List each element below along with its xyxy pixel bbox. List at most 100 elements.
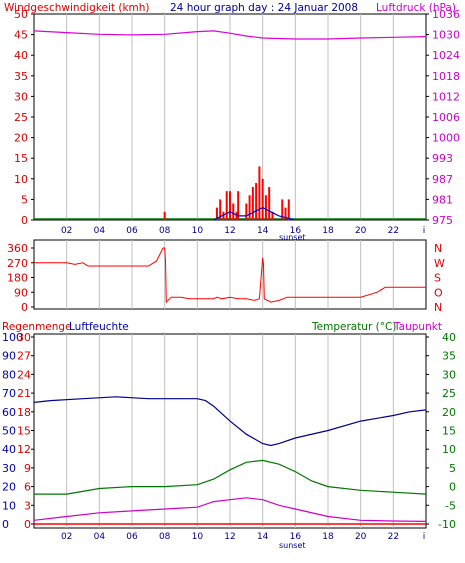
direction-panel-series — [34, 247, 426, 304]
wind-speed-bar — [225, 191, 228, 220]
wind-panel-ticks: 0510152025303540455097598198799310001006… — [14, 8, 460, 236]
direction-left-tick-label: 360 — [7, 242, 28, 255]
pressure-right-tick-label: 1012 — [432, 90, 460, 103]
humidity-left-tick-label: 80 — [2, 368, 16, 381]
humidity-left-tick-label: 90 — [2, 350, 16, 363]
climate-x-tick-label: 22 — [388, 532, 399, 542]
pressure-right-tick-label: 987 — [432, 173, 453, 186]
climate-x-tick-label: 06 — [126, 532, 138, 542]
humidity-header-label: Luftfeuchte — [69, 321, 129, 333]
humidity-left-tick-label: 30 — [2, 462, 16, 475]
pressure-right-tick-label: 1024 — [432, 49, 460, 62]
wind-x-tick-label: 10 — [192, 226, 204, 236]
wind-left-tick-label: 50 — [14, 8, 28, 21]
dewpoint-line — [33, 497, 427, 522]
pressure-right-tick-label: 1006 — [432, 111, 460, 124]
rain-left-tick-label: 6 — [24, 481, 31, 494]
wind-left-tick-label: 40 — [14, 49, 28, 62]
humidity-left-tick-label: 50 — [2, 425, 16, 438]
climate-panel-series — [33, 396, 427, 525]
wind-panel-grid — [34, 14, 426, 220]
climate-x-tick-label: 02 — [61, 532, 72, 542]
humidity-left-tick-label: 20 — [2, 481, 16, 494]
temperature-right-tick-label: 10 — [442, 443, 456, 456]
temperature-right-tick-label: 0 — [449, 481, 456, 494]
direction-right-tick-label: W — [434, 257, 445, 270]
pressure-right-tick-label: 1018 — [432, 70, 460, 83]
climate-panel-ticks: 0102030405060708090100036912151821242730… — [2, 331, 456, 542]
wind-speed-bar — [163, 211, 166, 220]
temperature-right-tick-label: 20 — [442, 406, 456, 419]
pressure-right-tick-label: 1030 — [432, 29, 460, 42]
wind-speed-bar — [281, 199, 284, 220]
temperature-right-tick-label: -10 — [438, 518, 456, 531]
climate-x-tick-label: 12 — [224, 532, 235, 542]
rain-left-tick-label: 27 — [17, 350, 31, 363]
sunset-label-bottom: sunset — [279, 541, 306, 550]
rain-left-tick-label: 15 — [17, 425, 31, 438]
wind-x-tick-label: 18 — [322, 226, 334, 236]
wind-avg-line — [213, 206, 296, 221]
date-header-label: 24 hour graph day : 24 Januar 2008 — [170, 2, 358, 14]
rain-header-label: Regenmenge — [2, 321, 72, 333]
climate-x-tick-label: 16 — [290, 532, 302, 542]
climate-x-tick-label: 08 — [159, 532, 171, 542]
wind-speed-bar — [287, 199, 290, 220]
temperature-line — [34, 459, 427, 495]
pressure-right-tick-label: 975 — [432, 214, 453, 227]
rain-left-tick-label: 9 — [24, 462, 31, 475]
wind-speed-bar — [255, 182, 258, 220]
direction-left-tick-label: 270 — [7, 257, 28, 270]
direction-left-tick-label: 90 — [14, 286, 28, 299]
wind-speed-bar — [232, 203, 235, 220]
humidity-line — [33, 396, 427, 447]
temperature-right-tick-label: 25 — [442, 387, 456, 400]
climate-x-tick-label: i — [423, 532, 426, 542]
rain-left-tick-label: 21 — [17, 387, 31, 400]
temperature-right-tick-label: 40 — [442, 331, 456, 344]
humidity-left-tick-label: 0 — [2, 518, 9, 531]
wind-speed-bar — [284, 207, 287, 220]
sunset-label-top: sunset — [279, 233, 306, 242]
wind-x-tick-label: 14 — [257, 226, 269, 236]
rain-left-tick-label: 12 — [17, 443, 31, 456]
wind-left-tick-label: 35 — [14, 70, 28, 83]
climate-x-tick-label: 04 — [94, 532, 106, 542]
rain-left-tick-label: 24 — [17, 368, 31, 381]
wind-speed-bar — [264, 195, 267, 220]
wind-panel-series — [33, 30, 427, 221]
wind-x-tick-label: 12 — [224, 226, 235, 236]
temperature-right-tick-label: 15 — [442, 425, 456, 438]
wind-panel: 0510152025303540455097598198799310001006… — [14, 8, 460, 242]
wind-speed-bar — [237, 191, 240, 220]
pressure-right-tick-label: 993 — [432, 152, 453, 165]
wind-speed-bar — [219, 199, 222, 220]
wind-speed-bar — [245, 203, 248, 220]
wind-header-label: Windgeschwindigkeit (kmh) — [4, 2, 150, 14]
wind-speed-bar — [251, 187, 254, 220]
dewpoint-header-label: Taupunkt — [393, 321, 442, 333]
rain-left-tick-label: 18 — [17, 406, 31, 419]
climate-x-tick-label: 10 — [192, 532, 204, 542]
humidity-left-tick-label: 100 — [2, 331, 23, 344]
rain-left-tick-label: 0 — [24, 518, 31, 531]
temperature-header-label: Temperatur (°C) — [311, 321, 396, 333]
wind-speed-bar — [248, 195, 251, 220]
wind-left-tick-label: 0 — [21, 214, 28, 227]
wind-x-tick-label: 20 — [355, 226, 367, 236]
wind-x-tick-label: 06 — [126, 226, 138, 236]
humidity-left-tick-label: 70 — [2, 387, 16, 400]
direction-right-tick-label: O — [434, 286, 443, 299]
rain-left-tick-label: 30 — [17, 331, 31, 344]
wind-speed-bar — [258, 166, 261, 220]
wind-speed-bar — [271, 211, 274, 220]
wind-x-tick-label: i — [423, 226, 426, 236]
temperature-right-tick-label: 35 — [442, 350, 456, 363]
wind-left-tick-label: 25 — [14, 111, 28, 124]
temperature-right-tick-label: -5 — [445, 499, 456, 512]
pressure-right-tick-label: 1036 — [432, 8, 460, 21]
wind-left-tick-label: 20 — [14, 132, 28, 145]
temperature-right-tick-label: 30 — [442, 368, 456, 381]
